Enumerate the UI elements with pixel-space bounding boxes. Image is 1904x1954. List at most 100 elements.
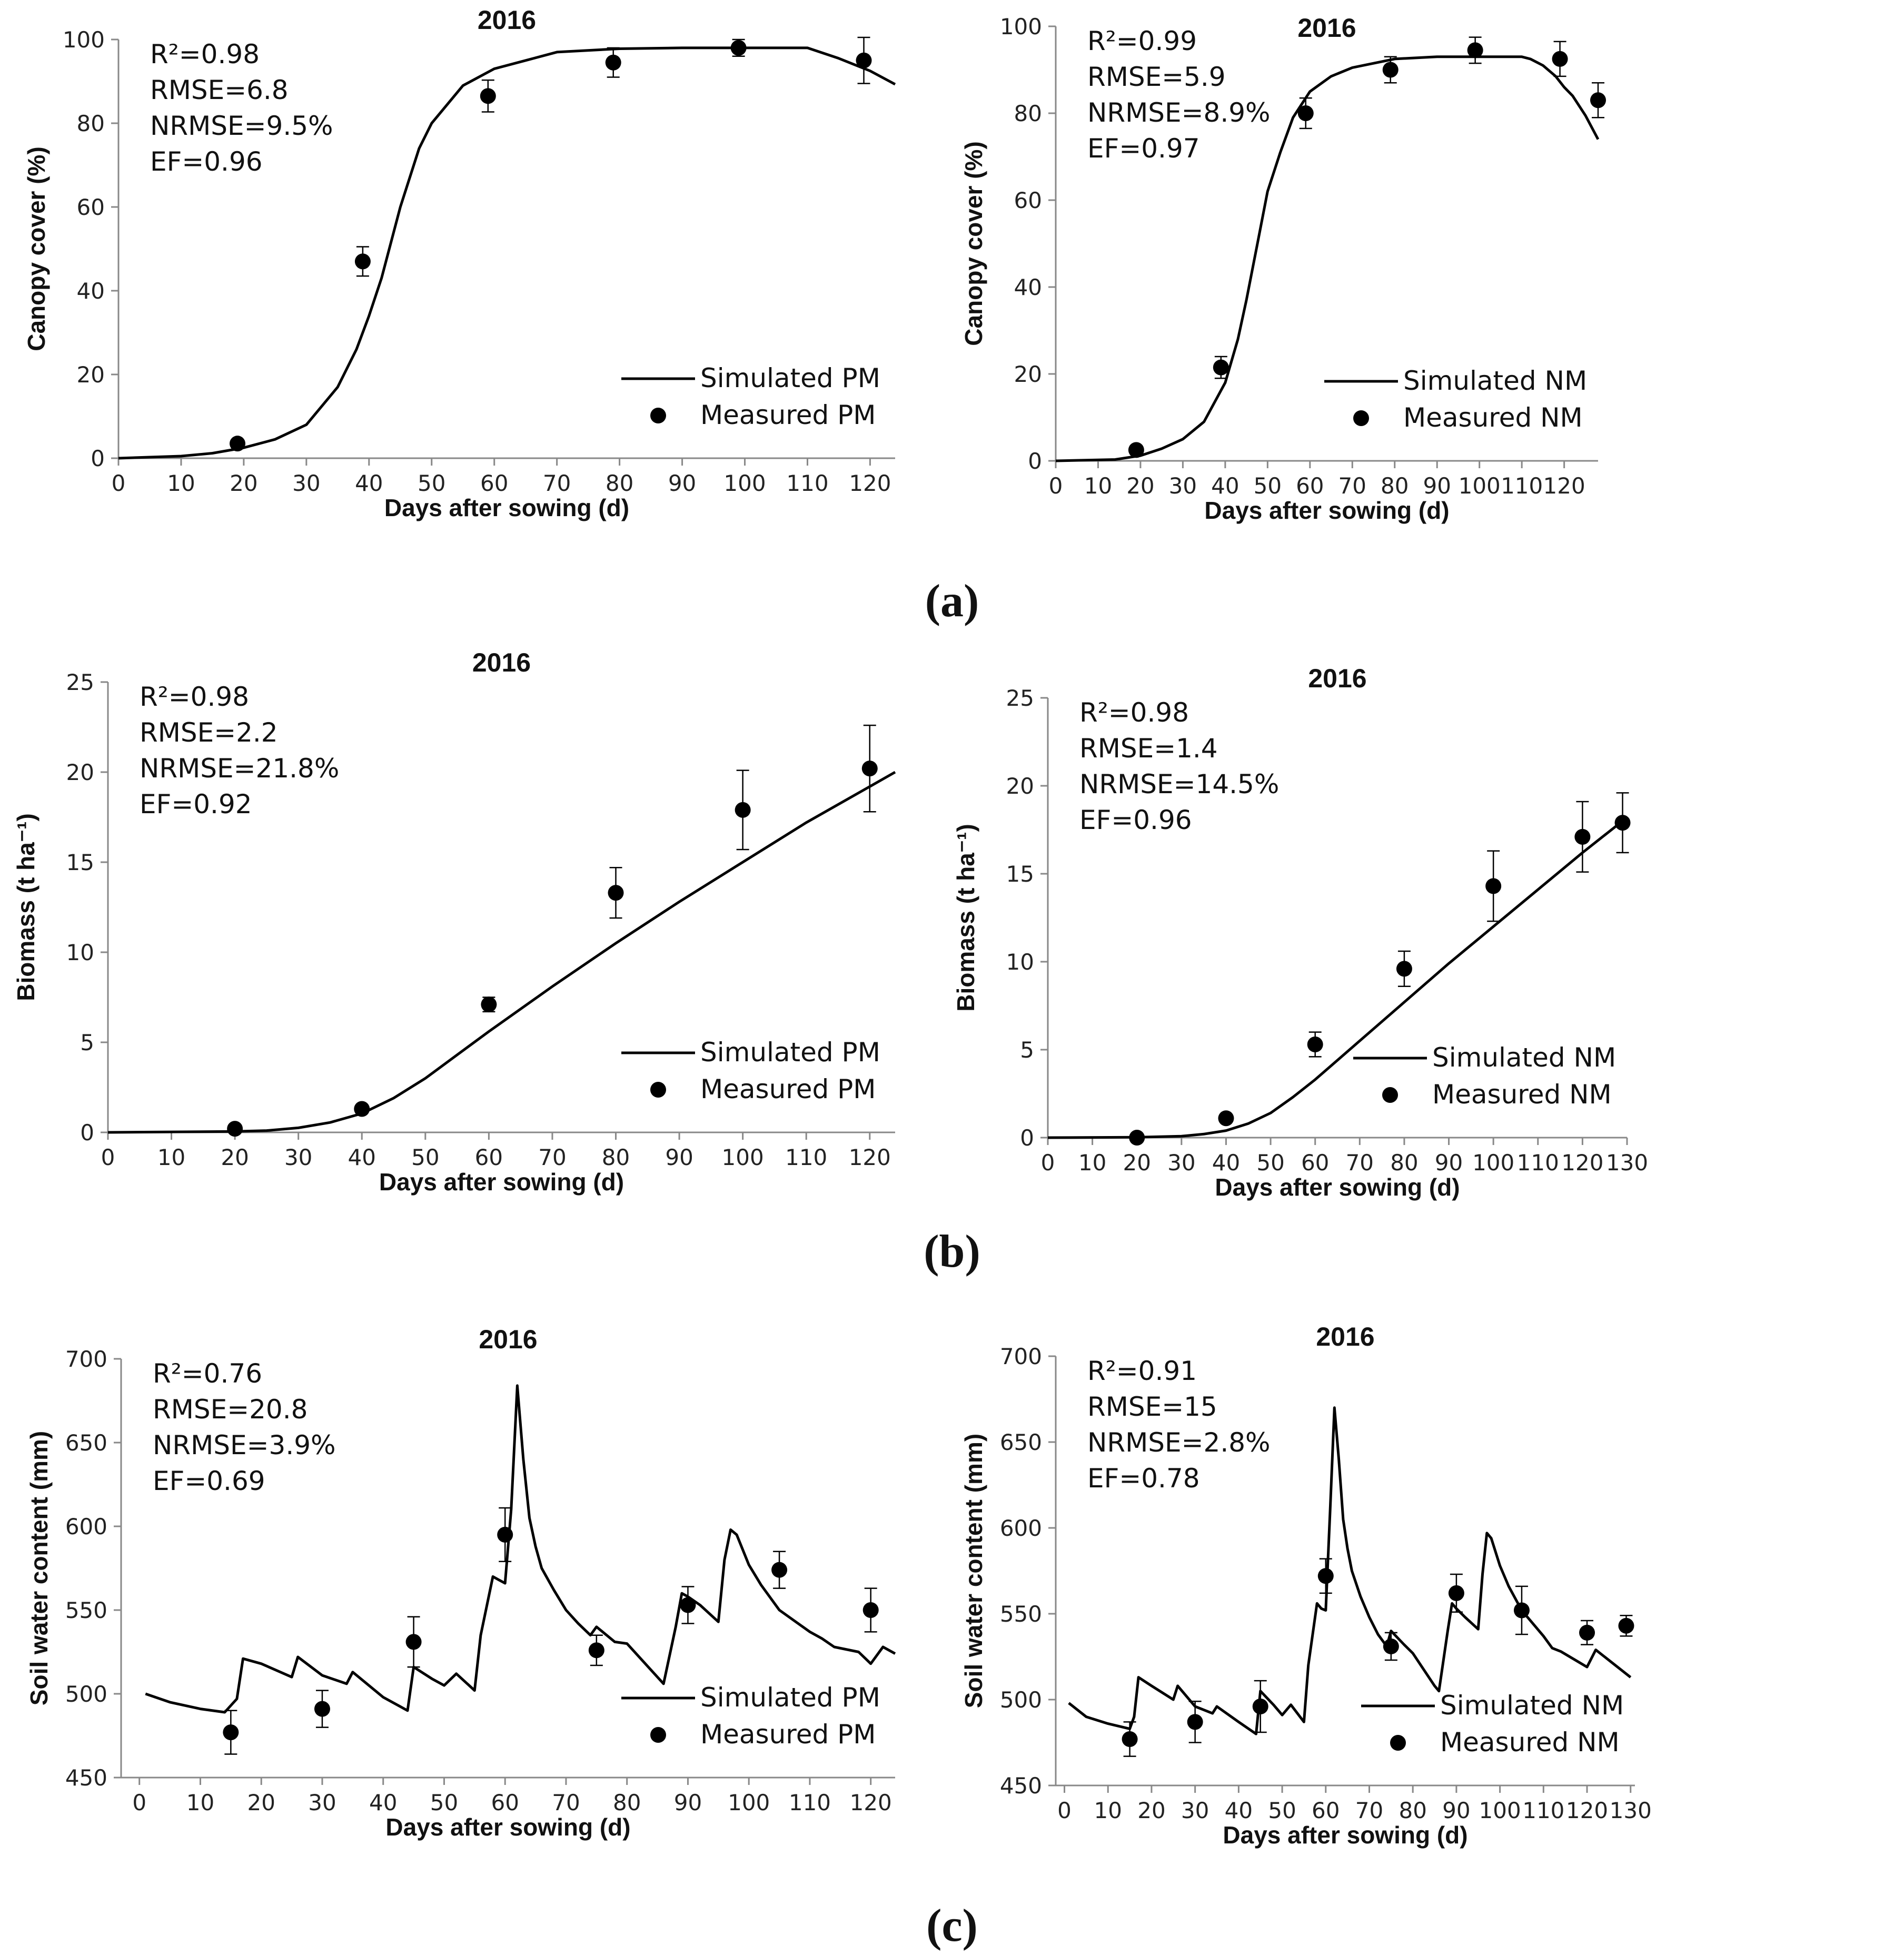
x-tick-label: 120 (850, 1790, 892, 1815)
x-tick-label: 80 (606, 470, 633, 496)
legend-marker-swatch (1390, 1735, 1406, 1751)
legend-marker-swatch (1382, 1087, 1398, 1103)
data-point (480, 88, 496, 104)
stat-line: EF=0.78 (1087, 1463, 1200, 1494)
x-tick-label: 100 (1459, 473, 1501, 499)
x-tick-label: 10 (157, 1144, 185, 1170)
y-tick-label: 700 (65, 1346, 107, 1372)
x-tick-label: 130 (1610, 1798, 1652, 1823)
data-point (1590, 92, 1606, 108)
x-tick-label: 100 (1472, 1150, 1514, 1176)
x-tick-label: 30 (1181, 1798, 1209, 1823)
y-tick-label: 600 (1000, 1515, 1042, 1541)
stat-line: RMSE=2.2 (140, 717, 278, 748)
y-tick-label: 0 (1028, 448, 1042, 474)
data-point (354, 1101, 370, 1117)
x-tick-label: 40 (355, 470, 383, 496)
y-tick-label: 25 (1006, 685, 1034, 711)
chart-title: 2016 (472, 648, 531, 677)
data-point (856, 52, 872, 68)
data-point (605, 54, 621, 71)
data-point (1574, 828, 1591, 845)
x-tick-label: 100 (722, 1144, 764, 1170)
stat-line: EF=0.96 (1079, 805, 1192, 835)
x-tick-label: 10 (186, 1790, 214, 1815)
x-tick-label: 20 (1126, 473, 1154, 499)
x-tick-label: 40 (348, 1144, 376, 1170)
y-tick-label: 100 (1000, 14, 1042, 40)
x-tick-label: 80 (1381, 473, 1409, 499)
x-tick-label: 60 (480, 470, 508, 496)
x-tick-label: 0 (1057, 1798, 1072, 1823)
data-point (1618, 1617, 1634, 1634)
y-tick-label: 15 (1006, 861, 1034, 887)
x-tick-label: 20 (221, 1144, 249, 1170)
x-tick-label: 30 (1169, 473, 1197, 499)
stat-line: R²=0.98 (1079, 697, 1189, 728)
y-tick-label: 100 (63, 27, 105, 53)
x-tick-label: 0 (1049, 473, 1063, 499)
y-tick-label: 80 (1014, 101, 1042, 126)
y-tick-label: 0 (80, 1120, 94, 1146)
x-tick-label: 110 (1517, 1150, 1559, 1176)
x-tick-label: 50 (1254, 473, 1282, 499)
data-point (608, 885, 624, 901)
stat-line: RMSE=20.8 (153, 1394, 308, 1425)
x-tick-label: 30 (284, 1144, 312, 1170)
chart-panel-b-right: 0 5 10 15 20 25 0 10 20 30 40 50 60 70 80 90 100 110 120 13… (952, 664, 1648, 1201)
x-tick-label: 90 (668, 470, 696, 496)
x-tick-label: 20 (1137, 1798, 1165, 1823)
y-tick-label: 60 (1014, 187, 1042, 213)
x-tick-label: 90 (665, 1144, 693, 1170)
x-tick-label: 80 (613, 1790, 641, 1815)
stat-line: NRMSE=8.9% (1087, 97, 1271, 128)
y-tick-label: 60 (77, 194, 105, 220)
x-tick-label: 70 (1346, 1150, 1374, 1176)
x-tick-label: 130 (1606, 1150, 1648, 1176)
stat-line: EF=0.69 (153, 1466, 265, 1496)
x-tick-label: 50 (411, 1144, 439, 1170)
y-axis-label: Canopy cover (%) (960, 141, 987, 346)
y-tick-label: 600 (65, 1514, 107, 1539)
data-point (1396, 961, 1412, 977)
data-point (481, 996, 497, 1013)
x-tick-label: 100 (723, 470, 766, 496)
x-tick-label: 80 (602, 1144, 630, 1170)
legend-label: Measured NM (1432, 1079, 1612, 1110)
x-tick-label: 0 (132, 1790, 146, 1815)
x-tick-label: 110 (786, 470, 828, 496)
y-axis-label: Biomass (t ha⁻¹) (12, 813, 39, 1001)
x-tick-label: 20 (1123, 1150, 1151, 1176)
data-point (230, 436, 246, 452)
x-tick-label: 110 (785, 1144, 827, 1170)
data-point (1128, 442, 1144, 458)
series-line (118, 46, 896, 460)
legend-marker-swatch (650, 408, 666, 423)
y-tick-label: 10 (1006, 949, 1034, 975)
x-tick-label: 70 (543, 470, 571, 496)
x-tick-label: 60 (475, 1144, 503, 1170)
y-axis-label: Biomass (t ha⁻¹) (952, 824, 979, 1012)
y-axis-label: Soil water content (mm) (960, 1434, 987, 1708)
y-tick-label: 40 (1014, 274, 1042, 300)
x-tick-label: 70 (538, 1144, 566, 1170)
legend-marker-swatch (650, 1082, 666, 1098)
x-tick-label: 110 (789, 1790, 831, 1815)
y-tick-label: 15 (66, 850, 94, 875)
data-point (771, 1562, 788, 1578)
stat-line: RMSE=15 (1087, 1392, 1217, 1422)
chart-panel-a-left: 0 20 40 60 80 100 0 10 20 30 40 50 60 70 80 90 100 110 120… (23, 5, 896, 521)
x-tick-label: 30 (308, 1790, 336, 1815)
y-tick-label: 20 (1006, 773, 1034, 799)
stat-line: RMSE=6.8 (150, 75, 289, 105)
stat-line: R²=0.98 (150, 39, 260, 70)
x-tick-label: 70 (1338, 473, 1366, 499)
x-tick-label: 120 (1561, 1150, 1603, 1176)
y-tick-label: 10 (66, 940, 94, 965)
y-axis-label: Canopy cover (%) (23, 146, 50, 351)
y-tick-label: 500 (1000, 1687, 1042, 1713)
x-tick-label: 60 (1296, 473, 1324, 499)
x-axis-label: Days after sowing (d) (1204, 497, 1449, 524)
chart-title: 2016 (479, 1325, 537, 1354)
data-point (1579, 1624, 1595, 1641)
